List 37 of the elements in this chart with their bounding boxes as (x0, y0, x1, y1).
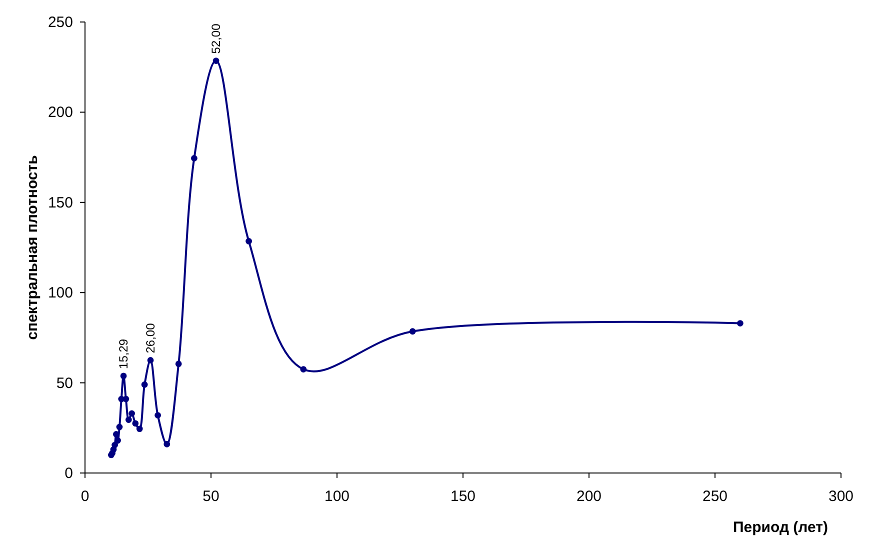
y-tick-label: 100 (48, 284, 73, 302)
point (112, 442, 118, 448)
point (125, 416, 132, 423)
x-tick-label: 300 (828, 488, 854, 505)
x-tick-label: 0 (80, 488, 90, 505)
y-tick-label: 50 (56, 374, 73, 392)
point (737, 320, 744, 326)
annotation: 15,29 (116, 338, 131, 369)
y-tick-label: 150 (48, 194, 73, 212)
point (120, 372, 127, 380)
point (147, 357, 154, 364)
point (141, 381, 148, 388)
point (164, 440, 170, 448)
y-axis-title: спектральная плотность (24, 155, 41, 340)
point (128, 410, 135, 417)
y-tick-label: 0 (64, 465, 73, 482)
point (132, 420, 139, 427)
x-axis-title: Период (лет) (733, 519, 828, 536)
point (122, 396, 130, 402)
x-tick-label: 50 (202, 488, 220, 505)
point (409, 328, 416, 335)
annotation: 52,00 (209, 23, 224, 54)
point (175, 360, 182, 368)
x-tick-label: 250 (702, 488, 728, 505)
x-tick-label: 200 (576, 488, 602, 505)
point (136, 426, 143, 432)
point (212, 58, 220, 64)
point (154, 412, 162, 418)
y-tick-label: 250 (48, 14, 73, 31)
annotation: 26,00 (144, 322, 158, 354)
x-tick-label: 150 (450, 488, 476, 505)
point (116, 424, 123, 430)
point (190, 155, 198, 162)
y-tick-label: 200 (48, 104, 73, 122)
point (246, 238, 252, 244)
x-tick-label: 100 (324, 488, 350, 505)
point (300, 366, 307, 372)
